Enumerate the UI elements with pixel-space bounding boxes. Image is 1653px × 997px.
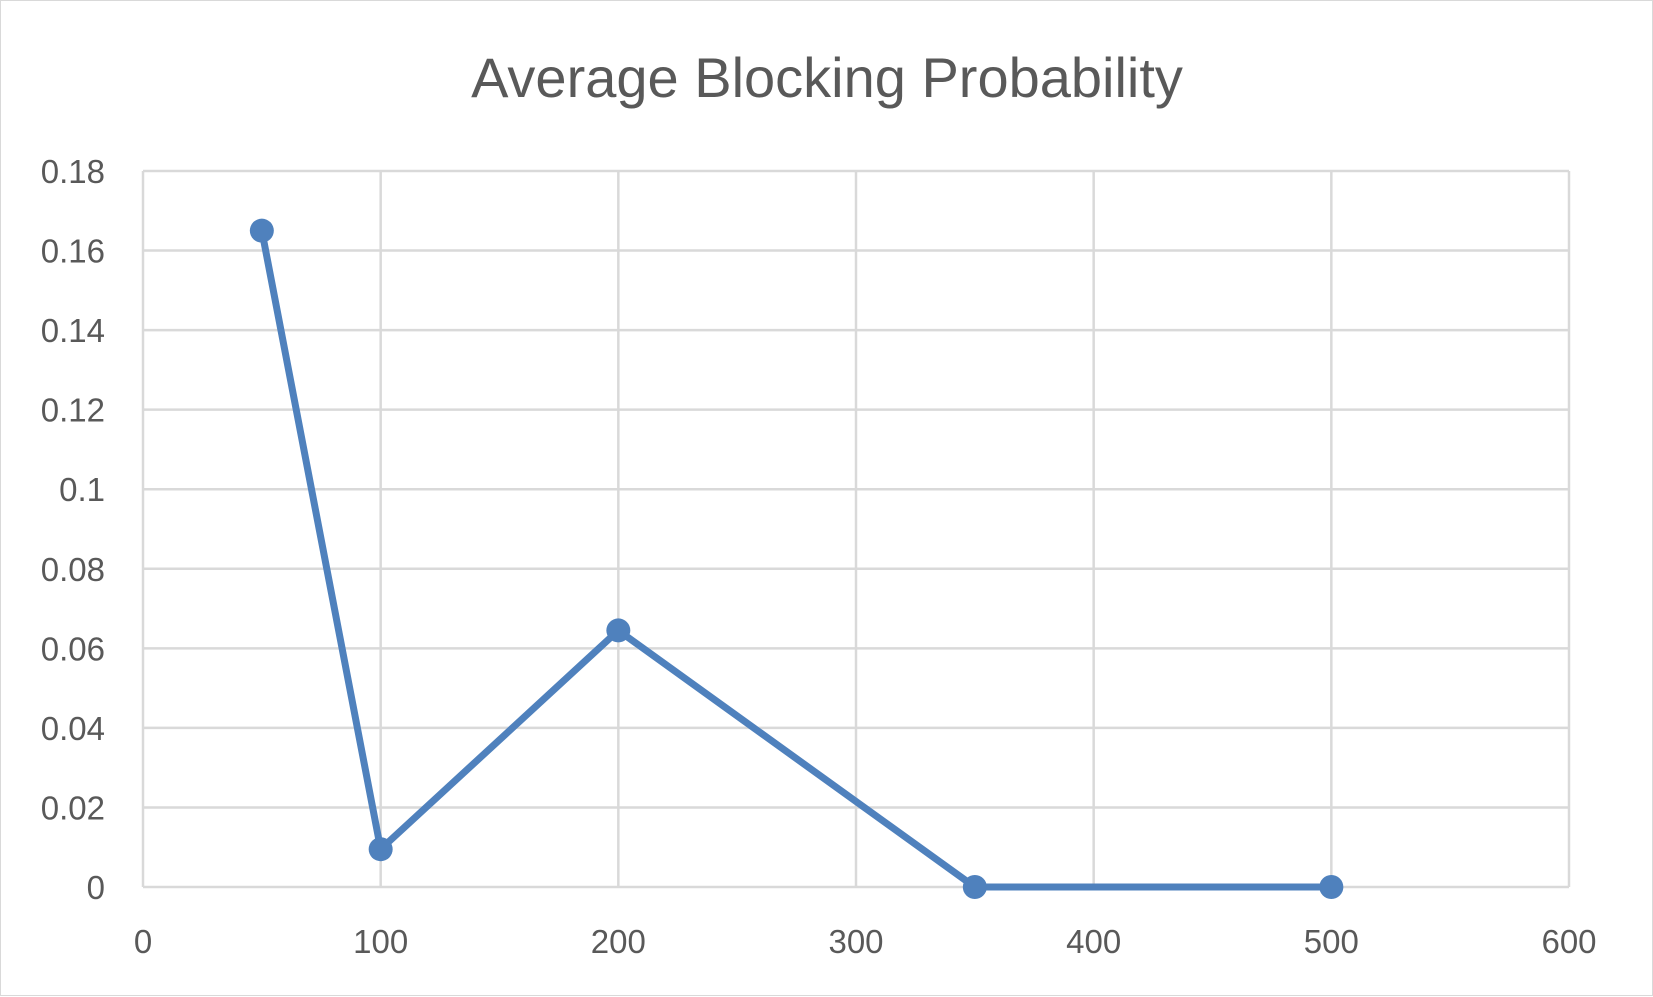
data-point	[962, 875, 987, 899]
y-tick-label: 0.04	[41, 710, 105, 747]
x-tick-label: 300	[828, 923, 883, 960]
x-tick-label: 500	[1304, 923, 1359, 960]
grid-lines	[141, 169, 1571, 889]
y-tick-label: 0.14	[41, 312, 105, 349]
y-tick-label: 0.12	[41, 392, 105, 429]
x-tick-label: 600	[1541, 923, 1596, 960]
x-tick-label: 100	[353, 923, 408, 960]
y-tick-label: 0.16	[41, 233, 105, 270]
x-tick-label: 400	[1066, 923, 1121, 960]
data-point	[1319, 875, 1344, 899]
y-tick-label: 0.06	[41, 630, 105, 667]
data-point	[606, 618, 631, 643]
y-tick-labels: 0 0.02 0.04 0.06 0.08 0.1 0.12 0.14 0.16 0.18	[41, 153, 105, 906]
y-tick-label: 0.18	[41, 153, 105, 190]
data-point	[249, 218, 274, 243]
x-tick-labels: 0 100 200 300 400 500 600	[134, 923, 1597, 960]
chart-title: Average Blocking Probability	[471, 46, 1183, 109]
x-tick-label: 0	[134, 923, 152, 960]
y-tick-label: 0.02	[41, 789, 105, 826]
data-point	[368, 837, 393, 862]
data-series	[249, 218, 1344, 899]
y-tick-label: 0.1	[59, 471, 105, 508]
y-tick-label: 0	[87, 869, 105, 906]
x-tick-label: 200	[591, 923, 646, 960]
y-tick-label: 0.08	[41, 551, 105, 588]
